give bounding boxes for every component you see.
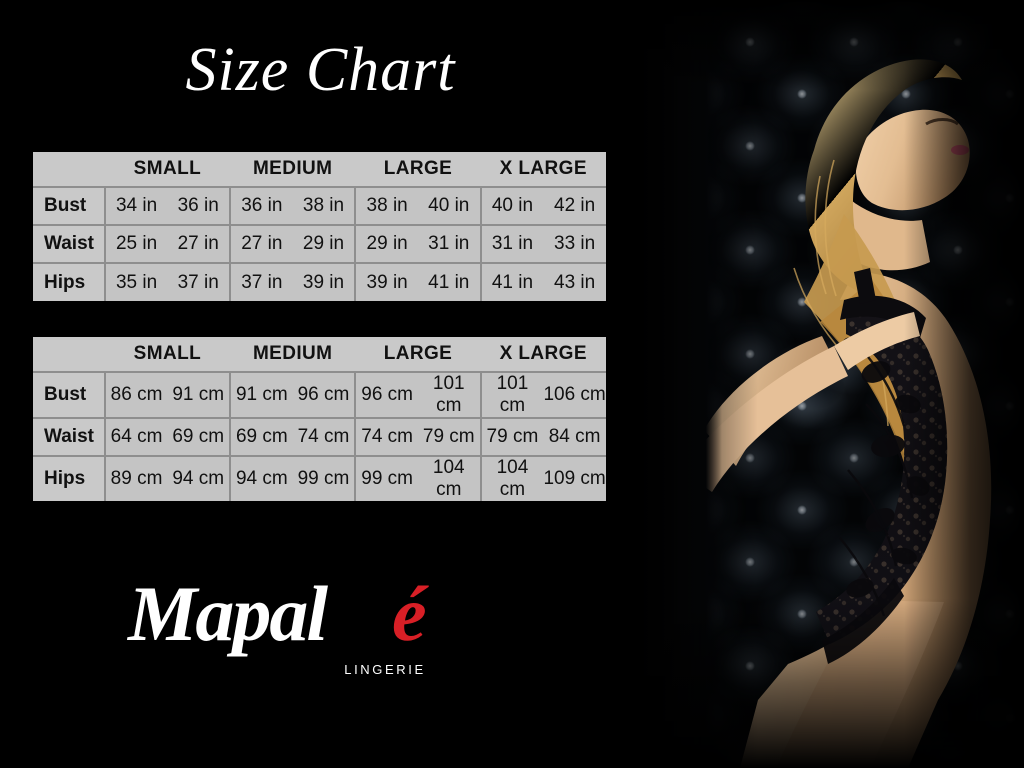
cell-waist-small-min: 25 in [103,224,168,263]
cell-hips-medium-max: 39 in [292,262,356,301]
cell-bust-medium-max: 96 cm [292,371,356,418]
cell-hips-large-min: 99 cm [354,455,418,501]
row-label-bust: Bust [33,186,105,225]
cell-bust-large-max: 40 in [417,186,481,225]
cell-bust-large-min: 96 cm [354,371,418,418]
table-corner-cell [33,337,105,372]
table-row: Bust 34 in 36 in 36 in 38 in 38 in 40 in… [33,186,606,225]
cell-waist-xlarge-min: 31 in [479,224,544,263]
header-small: SMALL [104,337,231,372]
cell-hips-medium-min: 94 cm [229,455,293,501]
cell-bust-small-min: 34 in [103,186,168,225]
cell-bust-xlarge-max: 42 in [543,186,606,225]
table-row: Bust 86 cm 91 cm 91 cm 96 cm 96 cm 101 c… [33,371,606,418]
size-table-centimeters: SMALL MEDIUM LARGE X LARGE Bust 86 cm 91… [33,337,606,501]
cell-hips-xlarge-min: 41 in [479,262,544,301]
cell-waist-xlarge-min: 79 cm [479,417,544,456]
cell-bust-small-min: 86 cm [103,371,168,418]
cell-bust-medium-min: 91 cm [229,371,293,418]
photo-shade-top [608,0,1024,90]
cell-bust-small-max: 36 in [167,186,231,225]
cell-bust-medium-max: 38 in [292,186,356,225]
brand-logo: Mapal é LINGERIE [120,558,500,708]
cell-hips-large-min: 39 in [354,262,418,301]
cell-waist-small-min: 64 cm [103,417,168,456]
table-header-row: SMALL MEDIUM LARGE X LARGE [33,152,606,187]
cell-waist-large-min: 74 cm [354,417,418,456]
cell-bust-large-max: 101 cm [417,371,481,418]
brand-wordmark: Mapal é [126,570,429,657]
header-medium: MEDIUM [230,152,356,187]
table-row: Hips 35 in 37 in 37 in 39 in 39 in 41 in… [33,262,606,301]
cell-waist-xlarge-max: 84 cm [543,417,606,456]
cell-bust-xlarge-min: 40 in [479,186,544,225]
cell-hips-medium-min: 37 in [229,262,293,301]
row-label-waist: Waist [33,417,105,456]
model-photo [608,0,1024,768]
table-row: Waist 64 cm 69 cm 69 cm 74 cm 74 cm 79 c… [33,417,606,456]
header-small: SMALL [104,152,231,187]
cell-waist-xlarge-max: 33 in [543,224,606,263]
row-label-bust: Bust [33,371,105,418]
row-label-waist: Waist [33,224,105,263]
table-row: Waist 25 in 27 in 27 in 29 in 29 in 31 i… [33,224,606,263]
cell-hips-large-max: 104 cm [417,455,481,501]
cell-waist-medium-max: 29 in [292,224,356,263]
cell-waist-medium-max: 74 cm [292,417,356,456]
cell-bust-large-min: 38 in [354,186,418,225]
header-x-large: X LARGE [480,337,606,372]
header-x-large: X LARGE [480,152,606,187]
header-medium: MEDIUM [230,337,356,372]
table-header-row: SMALL MEDIUM LARGE X LARGE [33,337,606,372]
cell-hips-small-min: 89 cm [103,455,168,501]
page-title: Size Chart [185,36,456,104]
cell-hips-small-max: 37 in [167,262,231,301]
photo-shade-bottom [608,598,1024,768]
header-large: LARGE [355,152,481,187]
cell-bust-xlarge-min: 101 cm [479,371,544,418]
cell-bust-medium-min: 36 in [229,186,293,225]
cell-waist-large-min: 29 in [354,224,418,263]
cell-hips-small-max: 94 cm [167,455,231,501]
table-corner-cell [33,152,105,187]
cell-waist-small-max: 27 in [167,224,231,263]
brand-name-accent: é [392,570,429,657]
size-table-inches: SMALL MEDIUM LARGE X LARGE Bust 34 in 36… [33,152,606,301]
table-row: Hips 89 cm 94 cm 94 cm 99 cm 99 cm 104 c… [33,455,606,501]
cell-hips-small-min: 35 in [103,262,168,301]
cell-waist-large-max: 31 in [417,224,481,263]
row-label-hips: Hips [33,262,105,301]
cell-hips-large-max: 41 in [417,262,481,301]
header-large: LARGE [355,337,481,372]
row-label-hips: Hips [33,455,105,501]
cell-waist-medium-min: 27 in [229,224,293,263]
cell-hips-medium-max: 99 cm [292,455,356,501]
cell-waist-medium-min: 69 cm [229,417,293,456]
brand-subtitle: LINGERIE [344,662,426,677]
cell-hips-xlarge-max: 43 in [543,262,606,301]
cell-hips-xlarge-min: 104 cm [479,455,544,501]
cell-bust-xlarge-max: 106 cm [543,371,606,418]
cell-hips-xlarge-max: 109 cm [543,455,606,501]
cell-waist-small-max: 69 cm [167,417,231,456]
cell-waist-large-max: 79 cm [417,417,481,456]
brand-name-white: Mapal [126,570,328,657]
cell-bust-small-max: 91 cm [167,371,231,418]
